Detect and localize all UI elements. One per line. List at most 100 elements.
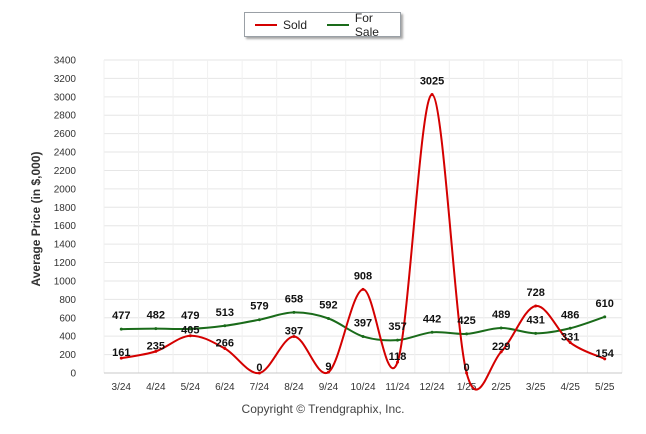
y-tick-label: 800: [59, 295, 76, 306]
data-label-sold: 728: [526, 287, 544, 299]
data-point-for-sale: [292, 310, 296, 314]
data-point-for-sale: [603, 315, 607, 319]
data-point-sold: [465, 371, 469, 375]
data-point-for-sale: [568, 326, 572, 330]
data-label-sold: 405: [181, 325, 199, 337]
x-tick-label: 1/25: [457, 382, 477, 393]
y-tick-label: 1000: [54, 276, 77, 287]
data-point-sold: [603, 357, 607, 361]
data-point-for-sale: [223, 324, 227, 328]
data-label-sold: 397: [285, 325, 303, 337]
data-label-for-sale: 482: [147, 310, 165, 322]
x-tick-label: 5/24: [181, 382, 201, 393]
x-tick-label: 4/24: [146, 382, 166, 393]
y-tick-label: 1600: [54, 221, 77, 232]
data-point-sold: [223, 347, 227, 351]
x-axis-ticks: 3/24 4/24 5/24 6/24 7/24 8/24 9/24 10/24 11/24 12…: [112, 382, 615, 393]
data-point-sold: [119, 356, 123, 360]
data-label-sold: 0: [256, 362, 262, 374]
data-label-for-sale: 425: [457, 315, 475, 327]
data-point-sold: [361, 287, 365, 291]
data-point-sold: [396, 360, 400, 364]
legend-swatch-sold: [255, 23, 277, 26]
y-tick-label: 2600: [54, 129, 77, 140]
data-point-for-sale: [430, 330, 434, 334]
legend-item-sold[interactable]: Sold: [255, 18, 307, 32]
data-label-sold: 229: [492, 341, 510, 353]
x-tick-label: 10/24: [350, 382, 375, 393]
legend: Sold For Sale: [244, 11, 401, 39]
y-tick-label: 0: [70, 369, 76, 380]
data-point-for-sale: [361, 334, 365, 338]
data-label-for-sale: 489: [492, 309, 510, 321]
series-lines: [119, 93, 607, 391]
x-tick-label: 2/25: [491, 382, 511, 393]
data-labels: 161 235 405 266 0 397 9 908 118 3025 0 229 728 331 154…: [112, 76, 615, 374]
y-tick-label: 2800: [54, 111, 77, 122]
y-tick-label: 1800: [54, 203, 77, 214]
data-label-for-sale: 610: [596, 298, 614, 310]
y-tick-label: 1200: [54, 258, 77, 269]
data-label-for-sale: 513: [216, 307, 234, 319]
data-label-sold: 161: [112, 347, 130, 359]
data-label-for-sale: 477: [112, 310, 130, 322]
y-tick-label: 1400: [54, 240, 77, 251]
data-point-sold: [430, 93, 434, 97]
data-point-for-sale: [119, 327, 123, 331]
data-label-sold: 331: [561, 332, 579, 344]
data-point-sold: [154, 349, 158, 353]
y-tick-label: 200: [59, 350, 76, 361]
data-point-for-sale: [465, 332, 469, 336]
data-label-for-sale: 397: [354, 317, 372, 329]
data-point-sold: [292, 334, 296, 338]
y-axis-title: Average Price (in $,000): [29, 151, 43, 287]
y-tick-label: 400: [59, 332, 76, 343]
data-point-for-sale: [326, 317, 330, 321]
y-axis-ticks: 0 200 400 600 800 1000 1200 1400 1600 1800 2000 220…: [54, 56, 77, 380]
data-point-sold: [188, 334, 192, 338]
x-tick-label: 6/24: [215, 382, 235, 393]
data-label-for-sale: 442: [423, 313, 441, 325]
data-point-for-sale: [154, 327, 158, 331]
y-tick-label: 2200: [54, 166, 77, 177]
legend-label-sold: Sold: [283, 17, 308, 32]
data-label-for-sale: 592: [319, 300, 337, 312]
data-point-for-sale: [188, 327, 192, 331]
legend-swatch-for-sale: [327, 23, 349, 26]
x-tick-label: 5/25: [595, 382, 615, 393]
x-tick-label: 12/24: [420, 382, 445, 393]
x-tick-label: 3/25: [526, 382, 546, 393]
data-label-for-sale: 486: [561, 309, 579, 321]
y-tick-label: 3000: [54, 92, 77, 103]
data-point-sold: [534, 304, 538, 308]
x-tick-label: 4/25: [560, 382, 580, 393]
series-line-sold: [121, 93, 606, 391]
y-tick-label: 2000: [54, 184, 77, 195]
x-tick-label: 8/24: [284, 382, 304, 393]
data-point-for-sale: [396, 338, 400, 342]
data-point-for-sale: [499, 326, 503, 330]
gridlines: [103, 59, 623, 374]
data-label-sold: 9: [325, 361, 331, 373]
y-tick-label: 3400: [54, 56, 77, 67]
data-label-sold: 3025: [420, 76, 444, 88]
data-point-sold: [326, 370, 330, 374]
data-label-sold: 118: [389, 351, 407, 363]
x-tick-label: 7/24: [250, 382, 270, 393]
legend-label-for-sale: For Sale: [354, 10, 379, 39]
data-label-sold: 235: [147, 340, 165, 352]
data-label-for-sale: 658: [285, 293, 303, 305]
y-tick-label: 3200: [54, 74, 77, 85]
x-tick-label: 11/24: [385, 382, 410, 393]
y-tick-label: 600: [59, 313, 76, 324]
x-tick-label: 9/24: [319, 382, 339, 393]
legend-item-for-sale[interactable]: For Sale: [327, 11, 400, 39]
data-point-sold: [568, 341, 572, 345]
x-tick-label: 3/24: [112, 382, 132, 393]
data-label-for-sale: 357: [388, 321, 406, 333]
data-label-sold: 0: [464, 362, 470, 374]
data-point-for-sale: [534, 331, 538, 335]
data-label-sold: 908: [354, 270, 372, 282]
data-point-for-sale: [257, 318, 261, 322]
